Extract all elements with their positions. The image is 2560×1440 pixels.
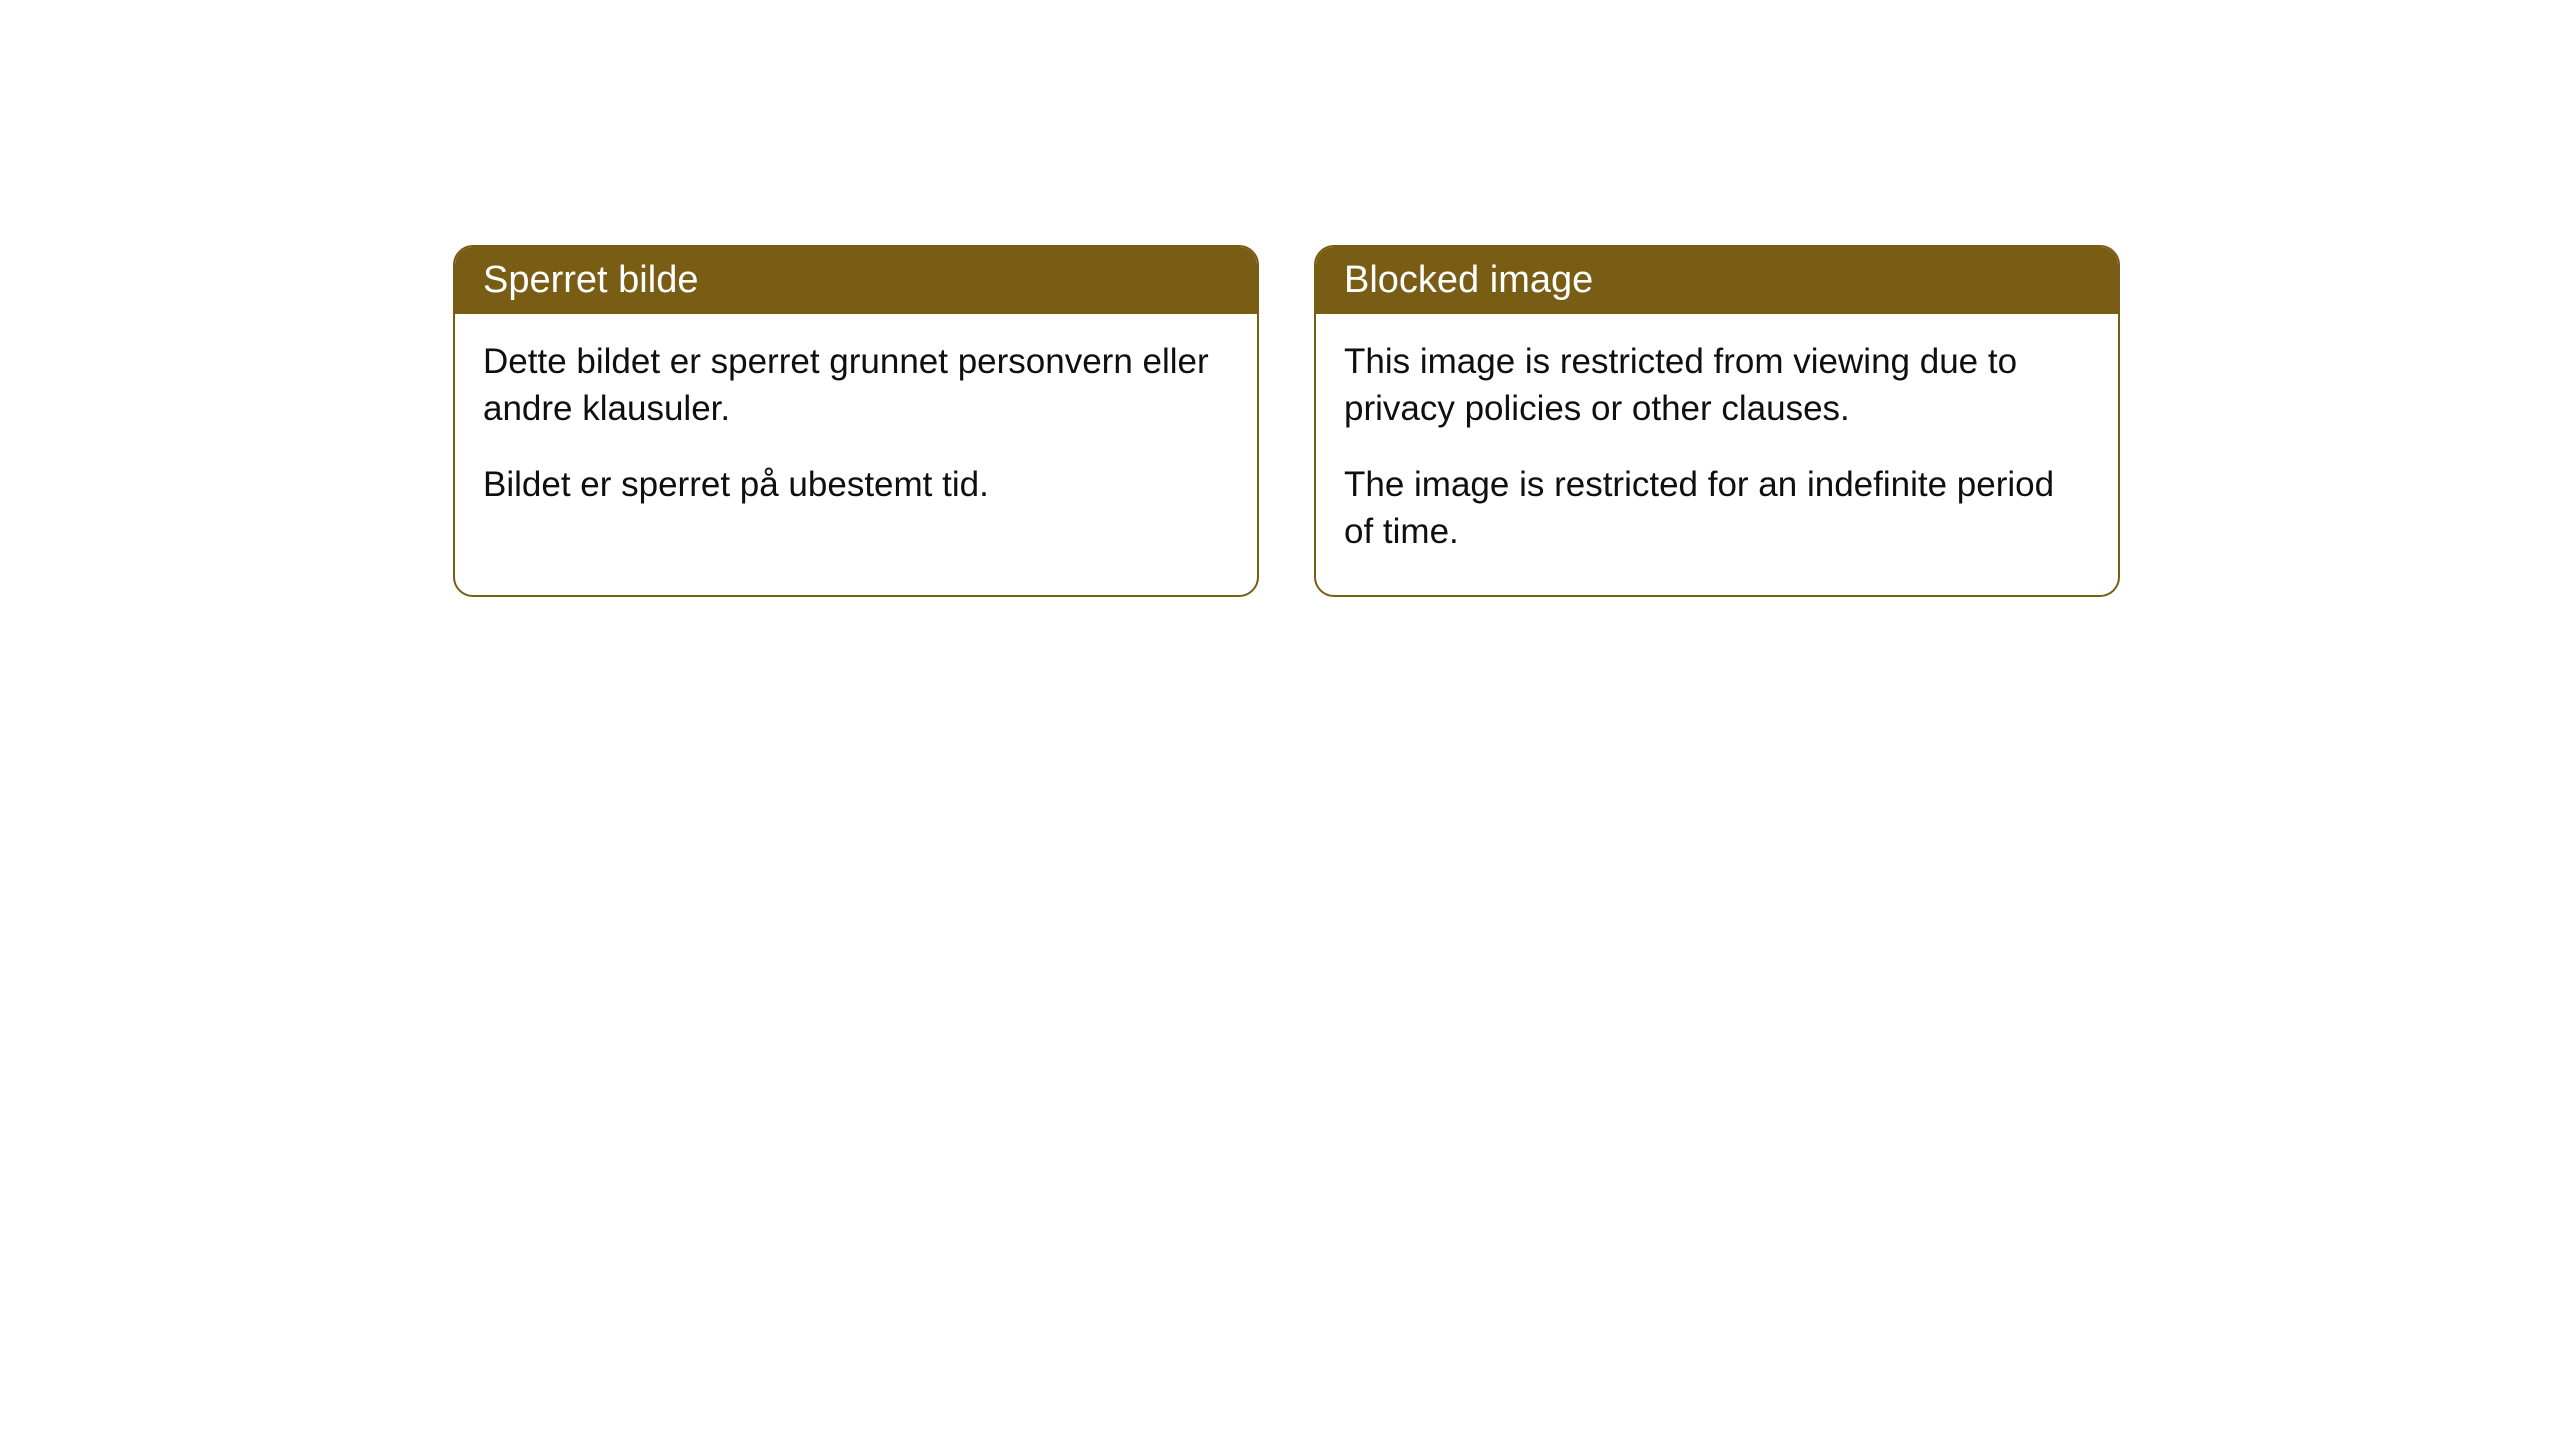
card-header-norwegian: Sperret bilde bbox=[455, 247, 1257, 314]
card-body-english: This image is restricted from viewing du… bbox=[1316, 314, 2118, 595]
card-title: Sperret bilde bbox=[483, 259, 698, 301]
notice-card-english: Blocked image This image is restricted f… bbox=[1314, 245, 2120, 597]
card-header-english: Blocked image bbox=[1316, 247, 2118, 314]
notice-card-norwegian: Sperret bilde Dette bildet er sperret gr… bbox=[453, 245, 1259, 597]
card-paragraph: This image is restricted from viewing du… bbox=[1344, 338, 2090, 433]
card-body-norwegian: Dette bildet er sperret grunnet personve… bbox=[455, 314, 1257, 548]
card-paragraph: The image is restricted for an indefinit… bbox=[1344, 461, 2090, 556]
card-paragraph: Bildet er sperret på ubestemt tid. bbox=[483, 461, 1229, 508]
card-paragraph: Dette bildet er sperret grunnet personve… bbox=[483, 338, 1229, 433]
card-title: Blocked image bbox=[1344, 259, 1593, 301]
notice-cards-container: Sperret bilde Dette bildet er sperret gr… bbox=[453, 245, 2120, 597]
